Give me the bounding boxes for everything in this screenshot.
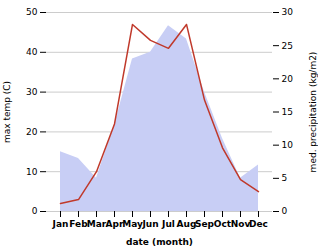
svg-text:10: 10 xyxy=(282,140,294,150)
svg-text:20: 20 xyxy=(282,74,294,84)
svg-text:Jun: Jun xyxy=(141,219,158,229)
svg-text:30: 30 xyxy=(282,7,294,17)
svg-text:30: 30 xyxy=(26,87,38,97)
svg-text:Sep: Sep xyxy=(195,219,215,229)
svg-text:May: May xyxy=(122,219,143,229)
svg-text:Oct: Oct xyxy=(214,219,232,229)
svg-text:0: 0 xyxy=(32,206,38,216)
svg-text:max temp (C): max temp (C) xyxy=(2,81,12,143)
svg-text:40: 40 xyxy=(26,47,38,57)
svg-text:25: 25 xyxy=(282,41,293,51)
svg-text:10: 10 xyxy=(26,167,38,177)
svg-text:Jan: Jan xyxy=(52,219,69,229)
svg-text:Nov: Nov xyxy=(231,219,251,229)
svg-text:50: 50 xyxy=(26,7,38,17)
svg-text:Apr: Apr xyxy=(105,218,124,229)
svg-text:med. precipitation (kg/m2): med. precipitation (kg/m2) xyxy=(308,52,318,173)
svg-text:Jul: Jul xyxy=(161,219,175,229)
svg-text:Dec: Dec xyxy=(249,219,268,229)
svg-text:Feb: Feb xyxy=(69,219,88,229)
svg-text:5: 5 xyxy=(282,173,288,183)
svg-text:15: 15 xyxy=(282,107,293,117)
svg-text:date (month): date (month) xyxy=(126,237,193,247)
svg-text:20: 20 xyxy=(26,127,38,137)
svg-text:Aug: Aug xyxy=(177,219,197,229)
svg-text:0: 0 xyxy=(282,206,288,216)
svg-text:Mar: Mar xyxy=(87,219,107,229)
